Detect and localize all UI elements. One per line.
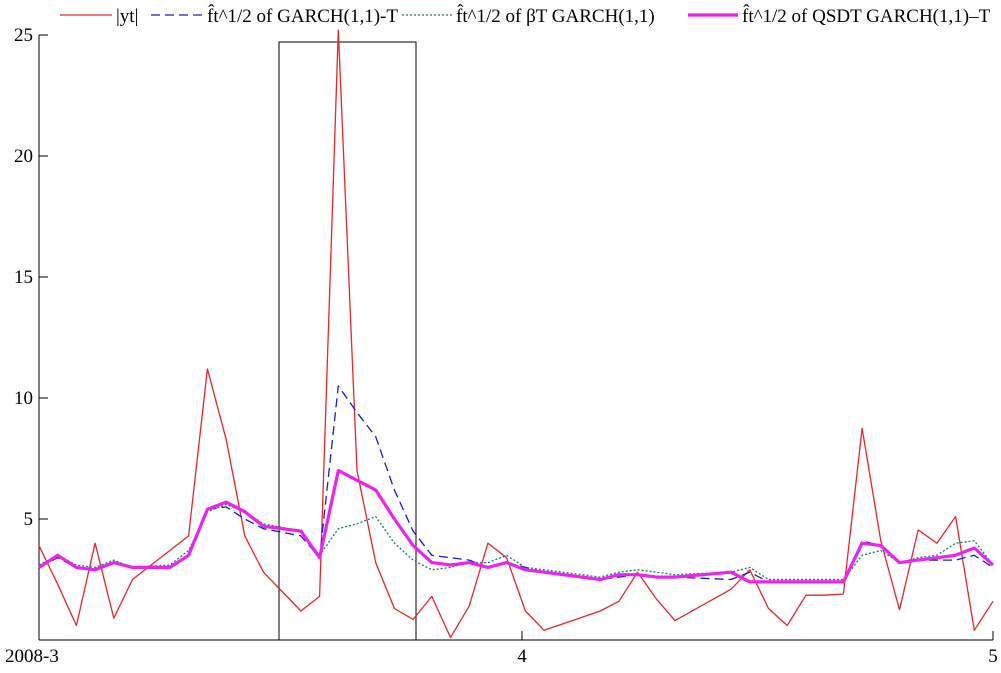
series-qsd-t-garch (38, 469, 995, 584)
x-ticks: 2008-3 4 5 (5, 631, 998, 667)
series-abs-y (38, 29, 994, 639)
y-tick-label: 25 (14, 25, 33, 46)
y-ticks: 5 10 15 20 25 (14, 25, 48, 530)
legend-label-abs-y: |yt| (116, 6, 138, 27)
legend-entry-garch-t: f̂t^1/2 of GARCH(1,1)-T (151, 4, 398, 27)
y-tick-label: 20 (14, 146, 33, 167)
legend-entry-qsd-t-garch: f̂t^1/2 of QSDT GARCH(1,1)–T (688, 4, 991, 27)
highlight-box (278, 41, 417, 641)
x-tick-label: 2008-3 (5, 646, 59, 667)
legend-entry-abs-y: |yt| (60, 6, 138, 27)
y-tick-label: 5 (24, 509, 34, 530)
legend: |yt| f̂t^1/2 of GARCH(1,1)-T f̂t^1/2 of … (60, 4, 991, 27)
series-garch-t (38, 385, 994, 583)
x-tick-label: 4 (517, 646, 527, 667)
legend-label-garch-t: f̂t^1/2 of GARCH(1,1)-T (207, 4, 398, 27)
y-tick-label: 10 (14, 388, 33, 409)
series-beta-t-garch (38, 503, 994, 581)
x-tick-label: 5 (988, 646, 998, 667)
legend-label-beta-t-garch: f̂t^1/2 of βT GARCH(1,1) (456, 4, 655, 27)
series-layer (38, 29, 995, 639)
legend-label-qsd-t-garch: f̂t^1/2 of QSDT GARCH(1,1)–T (742, 4, 991, 27)
y-tick-label: 15 (14, 267, 33, 288)
axes (38, 35, 993, 641)
legend-entry-beta-t-garch: f̂t^1/2 of βT GARCH(1,1) (402, 4, 655, 27)
